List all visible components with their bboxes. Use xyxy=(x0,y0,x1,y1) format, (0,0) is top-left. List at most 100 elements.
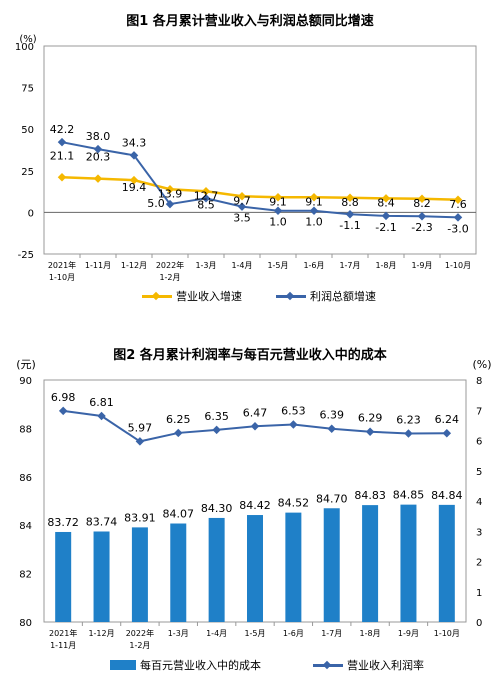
chart2-right-ytick-label: 2 xyxy=(476,558,482,569)
chart2-right-ytick-label: 6 xyxy=(476,437,482,448)
cost-bar xyxy=(131,527,148,622)
profit-margin-point xyxy=(212,425,221,435)
chart2-xtick-label: 1-7月 xyxy=(321,629,342,638)
profit-growth-data-label: 8.5 xyxy=(197,198,215,211)
chart2-left-ytick-label: 86 xyxy=(19,473,32,484)
profit-growth-point xyxy=(453,213,463,222)
cost-bar xyxy=(323,508,340,622)
profit-growth-data-label: -2.3 xyxy=(411,221,432,234)
revenue-growth-data-label: 12.7 xyxy=(194,189,219,202)
revenue-growth-data-label: 21.1 xyxy=(50,149,75,162)
profit-margin-point xyxy=(365,427,375,436)
legend-item-revenue-growth: 营业收入增速 xyxy=(142,288,242,304)
profit-growth-point xyxy=(345,209,355,219)
cost-bar-data-label: 84.70 xyxy=(316,492,348,505)
chart2-xtick-label: 1-5月 xyxy=(244,629,265,638)
chart1-ytick-label: 0 xyxy=(28,208,34,219)
profit-growth-data-label: 5.0 xyxy=(147,197,165,210)
cost-bar xyxy=(208,517,225,622)
chart1-xtick-label: 1-10月 xyxy=(49,273,75,282)
chart1-ytick-label: 50 xyxy=(21,125,34,136)
chart2-right-ytick-label: 8 xyxy=(476,376,482,387)
chart2-xtick-label: 1-4月 xyxy=(206,629,227,638)
profit-margin-data-label: 6.23 xyxy=(396,414,421,427)
revenue-growth-point xyxy=(57,173,67,182)
revenue-growth-data-label: 13.9 xyxy=(158,187,183,200)
cost-bar-data-label: 84.42 xyxy=(239,499,271,512)
legend-revenue-line xyxy=(142,291,172,300)
legend-cost-swatch xyxy=(110,660,136,670)
profit-margin-point xyxy=(404,429,413,438)
revenue-growth-point xyxy=(417,194,427,203)
chart2-right-ytick-label: 3 xyxy=(476,527,482,538)
chart1-plot: (%) -25 0 25 50 75 100 2021年 1-10月 1-11月 1-12月 2022… xyxy=(15,34,477,282)
cost-bar xyxy=(170,523,187,622)
chart1-xtick-label: 1-8月 xyxy=(375,261,396,270)
profit-margin-data-label: 6.47 xyxy=(243,406,268,419)
profit-margin-data-label: 6.98 xyxy=(51,391,76,404)
profit-growth-point xyxy=(93,144,103,154)
profit-growth-point xyxy=(201,194,211,203)
cost-bar xyxy=(285,512,302,622)
legend-margin-marker xyxy=(322,660,332,669)
revenue-growth-data-label: 9.1 xyxy=(269,195,287,208)
cost-bar-data-label: 83.91 xyxy=(124,511,156,524)
chart1-unit-label: (%) xyxy=(19,34,36,45)
chart2-right-unit-label: (%) xyxy=(472,358,491,371)
profit-margin-data-label: 6.24 xyxy=(435,413,460,426)
legend-margin-line xyxy=(313,660,343,669)
revenue-growth-point xyxy=(129,175,139,185)
chart1-xtick-label: 2022年 xyxy=(156,260,184,270)
profit-growth-data-label: -3.0 xyxy=(447,222,468,235)
cost-bar xyxy=(400,504,417,622)
chart1-ytick-label: 100 xyxy=(15,42,34,53)
cost-bar xyxy=(362,505,379,622)
cost-bar xyxy=(247,515,263,622)
cost-bar-data-label: 83.72 xyxy=(47,516,79,529)
chart2-xtick-label: 1-8月 xyxy=(360,629,381,638)
profit-growth-point xyxy=(381,211,391,221)
profit-growth-data-label: 1.0 xyxy=(269,216,287,229)
chart2-left-ytick-label: 90 xyxy=(19,376,32,387)
legend-item-profit-growth: 利润总额增速 xyxy=(276,288,376,304)
cost-bar-data-label: 84.85 xyxy=(393,489,425,502)
profit-growth-data-label: 34.3 xyxy=(122,136,147,149)
chart2-xtick-label: 2021年 xyxy=(49,628,77,638)
chart1-ytick-label: 75 xyxy=(21,84,34,95)
legend-revenue-label: 营业收入增速 xyxy=(176,290,242,303)
revenue-growth-point xyxy=(453,195,463,204)
revenue-growth-data-label: 8.4 xyxy=(377,196,395,209)
profit-margin-point xyxy=(58,406,68,416)
chart2-xtick-label: 1-12月 xyxy=(88,629,114,638)
cost-bar-data-label: 83.74 xyxy=(86,515,118,528)
chart1-ytick-label: -25 xyxy=(18,250,34,261)
chart1-xtick-label: 1-11月 xyxy=(85,261,111,270)
revenue-growth-point xyxy=(93,174,103,183)
revenue-growth-data-label: 7.6 xyxy=(449,198,467,211)
legend-margin-label: 营业收入利润率 xyxy=(347,659,424,672)
profit-growth-point xyxy=(237,202,247,211)
chart2-left-ytick-label: 88 xyxy=(19,424,32,435)
profit-growth-data-label: 42.2 xyxy=(50,123,75,136)
cost-bar-data-label: 84.52 xyxy=(278,497,310,510)
revenue-growth-data-label: 19.4 xyxy=(122,181,147,194)
revenue-growth-point xyxy=(165,185,175,194)
legend-cost-label: 每百元营业收入中的成本 xyxy=(140,659,261,672)
profit-margin-data-label: 6.39 xyxy=(319,409,344,422)
profit-growth-data-label: 38.0 xyxy=(86,130,111,143)
chart1-xtick-label: 1-3月 xyxy=(195,261,216,270)
profit-growth-point xyxy=(165,199,175,209)
chart2-left-unit-label: (元) xyxy=(16,358,36,371)
profit-margin-point xyxy=(135,437,145,446)
chart2-left-ytick-label: 84 xyxy=(19,521,32,532)
profit-growth-line xyxy=(61,141,459,219)
cost-bar-data-label: 84.83 xyxy=(354,489,386,502)
legend-profit-label: 利润总额增速 xyxy=(310,290,376,303)
profit-growth-point xyxy=(129,151,139,160)
chart1-xtick-label: 1-9月 xyxy=(411,261,432,270)
chart2-right-ytick-label: 7 xyxy=(476,406,482,417)
profit-growth-data-label: 3.5 xyxy=(233,212,251,225)
chart2-xtick-label: 1-9月 xyxy=(398,629,419,638)
legend-item-cost: 每百元营业收入中的成本 xyxy=(110,657,261,673)
revenue-growth-point xyxy=(201,187,211,196)
